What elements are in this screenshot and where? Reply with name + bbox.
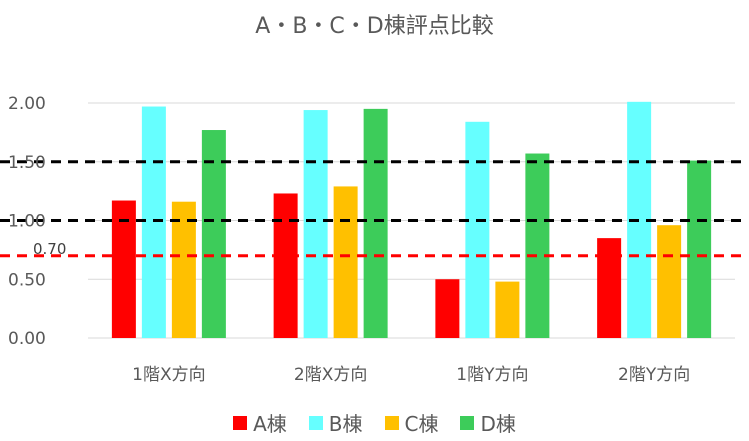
bar	[111, 200, 136, 338]
reference-lines: 0.70	[0, 160, 743, 258]
legend-label: A棟	[253, 412, 287, 436]
bar	[171, 201, 196, 338]
x-tick-label: 1階Y方向	[456, 365, 528, 385]
legend-item: A棟	[233, 408, 287, 437]
legend-swatch	[233, 415, 248, 430]
bar	[303, 110, 328, 338]
bar	[363, 108, 388, 338]
legend-item: B棟	[308, 408, 363, 437]
legend-item: C棟	[384, 408, 439, 437]
bar	[687, 160, 712, 338]
y-tick-label: 0.00	[8, 329, 46, 349]
y-tick-label: 1.50	[8, 153, 46, 173]
legend-swatch	[384, 415, 399, 430]
bar	[201, 130, 226, 338]
bars	[111, 101, 712, 339]
legend-swatch	[308, 415, 323, 430]
legend-item: D棟	[460, 408, 516, 437]
bar	[333, 186, 358, 338]
bar	[141, 106, 166, 339]
bar	[597, 238, 622, 338]
bar	[525, 153, 550, 338]
legend-label: C棟	[404, 412, 439, 436]
legend-label: D棟	[480, 412, 516, 436]
y-tick-label: 1.00	[8, 212, 46, 232]
bar	[495, 281, 520, 338]
axes: 0.00 0.50 1.00 1.50 2.00 1階X方向 2階X方向 1階Y方向 2階Y方向	[8, 94, 690, 385]
x-tick-label: 1階X方向	[132, 365, 205, 385]
chart-title: A・B・C・D棟評点比較	[255, 14, 494, 39]
bar	[465, 121, 490, 338]
bar	[273, 193, 298, 338]
x-tick-label: 2階X方向	[294, 365, 367, 385]
x-tick-label: 2階Y方向	[618, 365, 690, 385]
legend-swatch	[460, 415, 475, 430]
legend: A棟 B棟 C棟 D棟	[0, 408, 749, 437]
bar	[657, 225, 682, 338]
reference-line-label: 0.70	[33, 240, 66, 258]
y-tick-label: 0.50	[8, 270, 46, 290]
bar	[435, 279, 460, 338]
y-tick-label: 2.00	[8, 94, 46, 114]
legend-label: B棟	[328, 412, 363, 436]
